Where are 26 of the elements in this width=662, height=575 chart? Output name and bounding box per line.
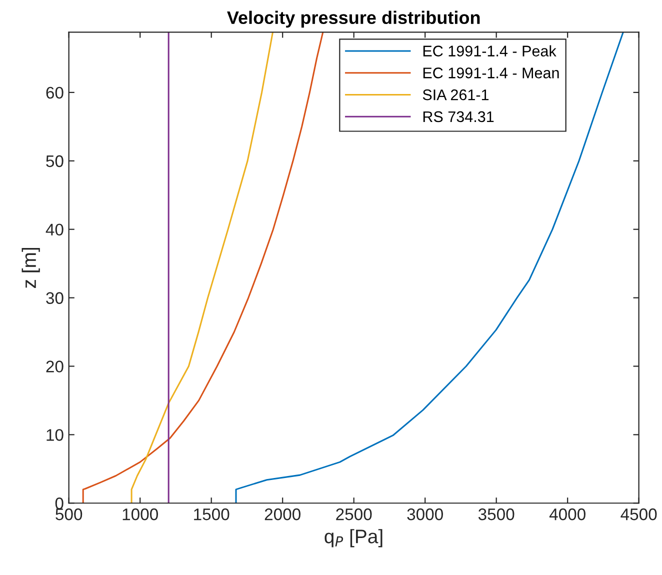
x-tick-label: 1000 [122,508,158,520]
y-tick-label: 0 [55,498,64,510]
y-tick-label: 10 [46,429,64,441]
legend-label: SIA 261-1 [422,89,489,100]
line-series [235,32,624,504]
x-tick-label: 3000 [407,508,443,520]
y-tick-label: 60 [46,86,64,99]
chart-title: Velocity pressure distribution [227,10,480,28]
x-axis-title: q$_{P}$ [Pa] [324,529,382,548]
y-tick-label: 40 [46,224,64,236]
line-series [130,32,274,504]
x-tick-label: 500 [56,508,82,520]
x-tick-label: 3500 [478,508,514,520]
x-tick-label: 2500 [336,508,372,520]
legend-label: RS 734.31 [423,111,494,122]
x-tick-label: 4500 [620,508,657,520]
y-tick-label: 20 [46,360,64,372]
x-tick-label: 2000 [264,508,300,520]
x-tick-label: 1500 [194,508,230,520]
x-tick-label: 4000 [549,508,586,520]
y-tick-label: 30 [46,292,64,304]
y-tick-label: 50 [46,155,64,168]
line-series [82,32,324,504]
legend-label: EC 1991-1.4 - Peak [423,45,556,56]
legend-label: EC 1991-1.4 - Mean [423,68,559,78]
y-axis-title: z [m] [22,248,40,288]
